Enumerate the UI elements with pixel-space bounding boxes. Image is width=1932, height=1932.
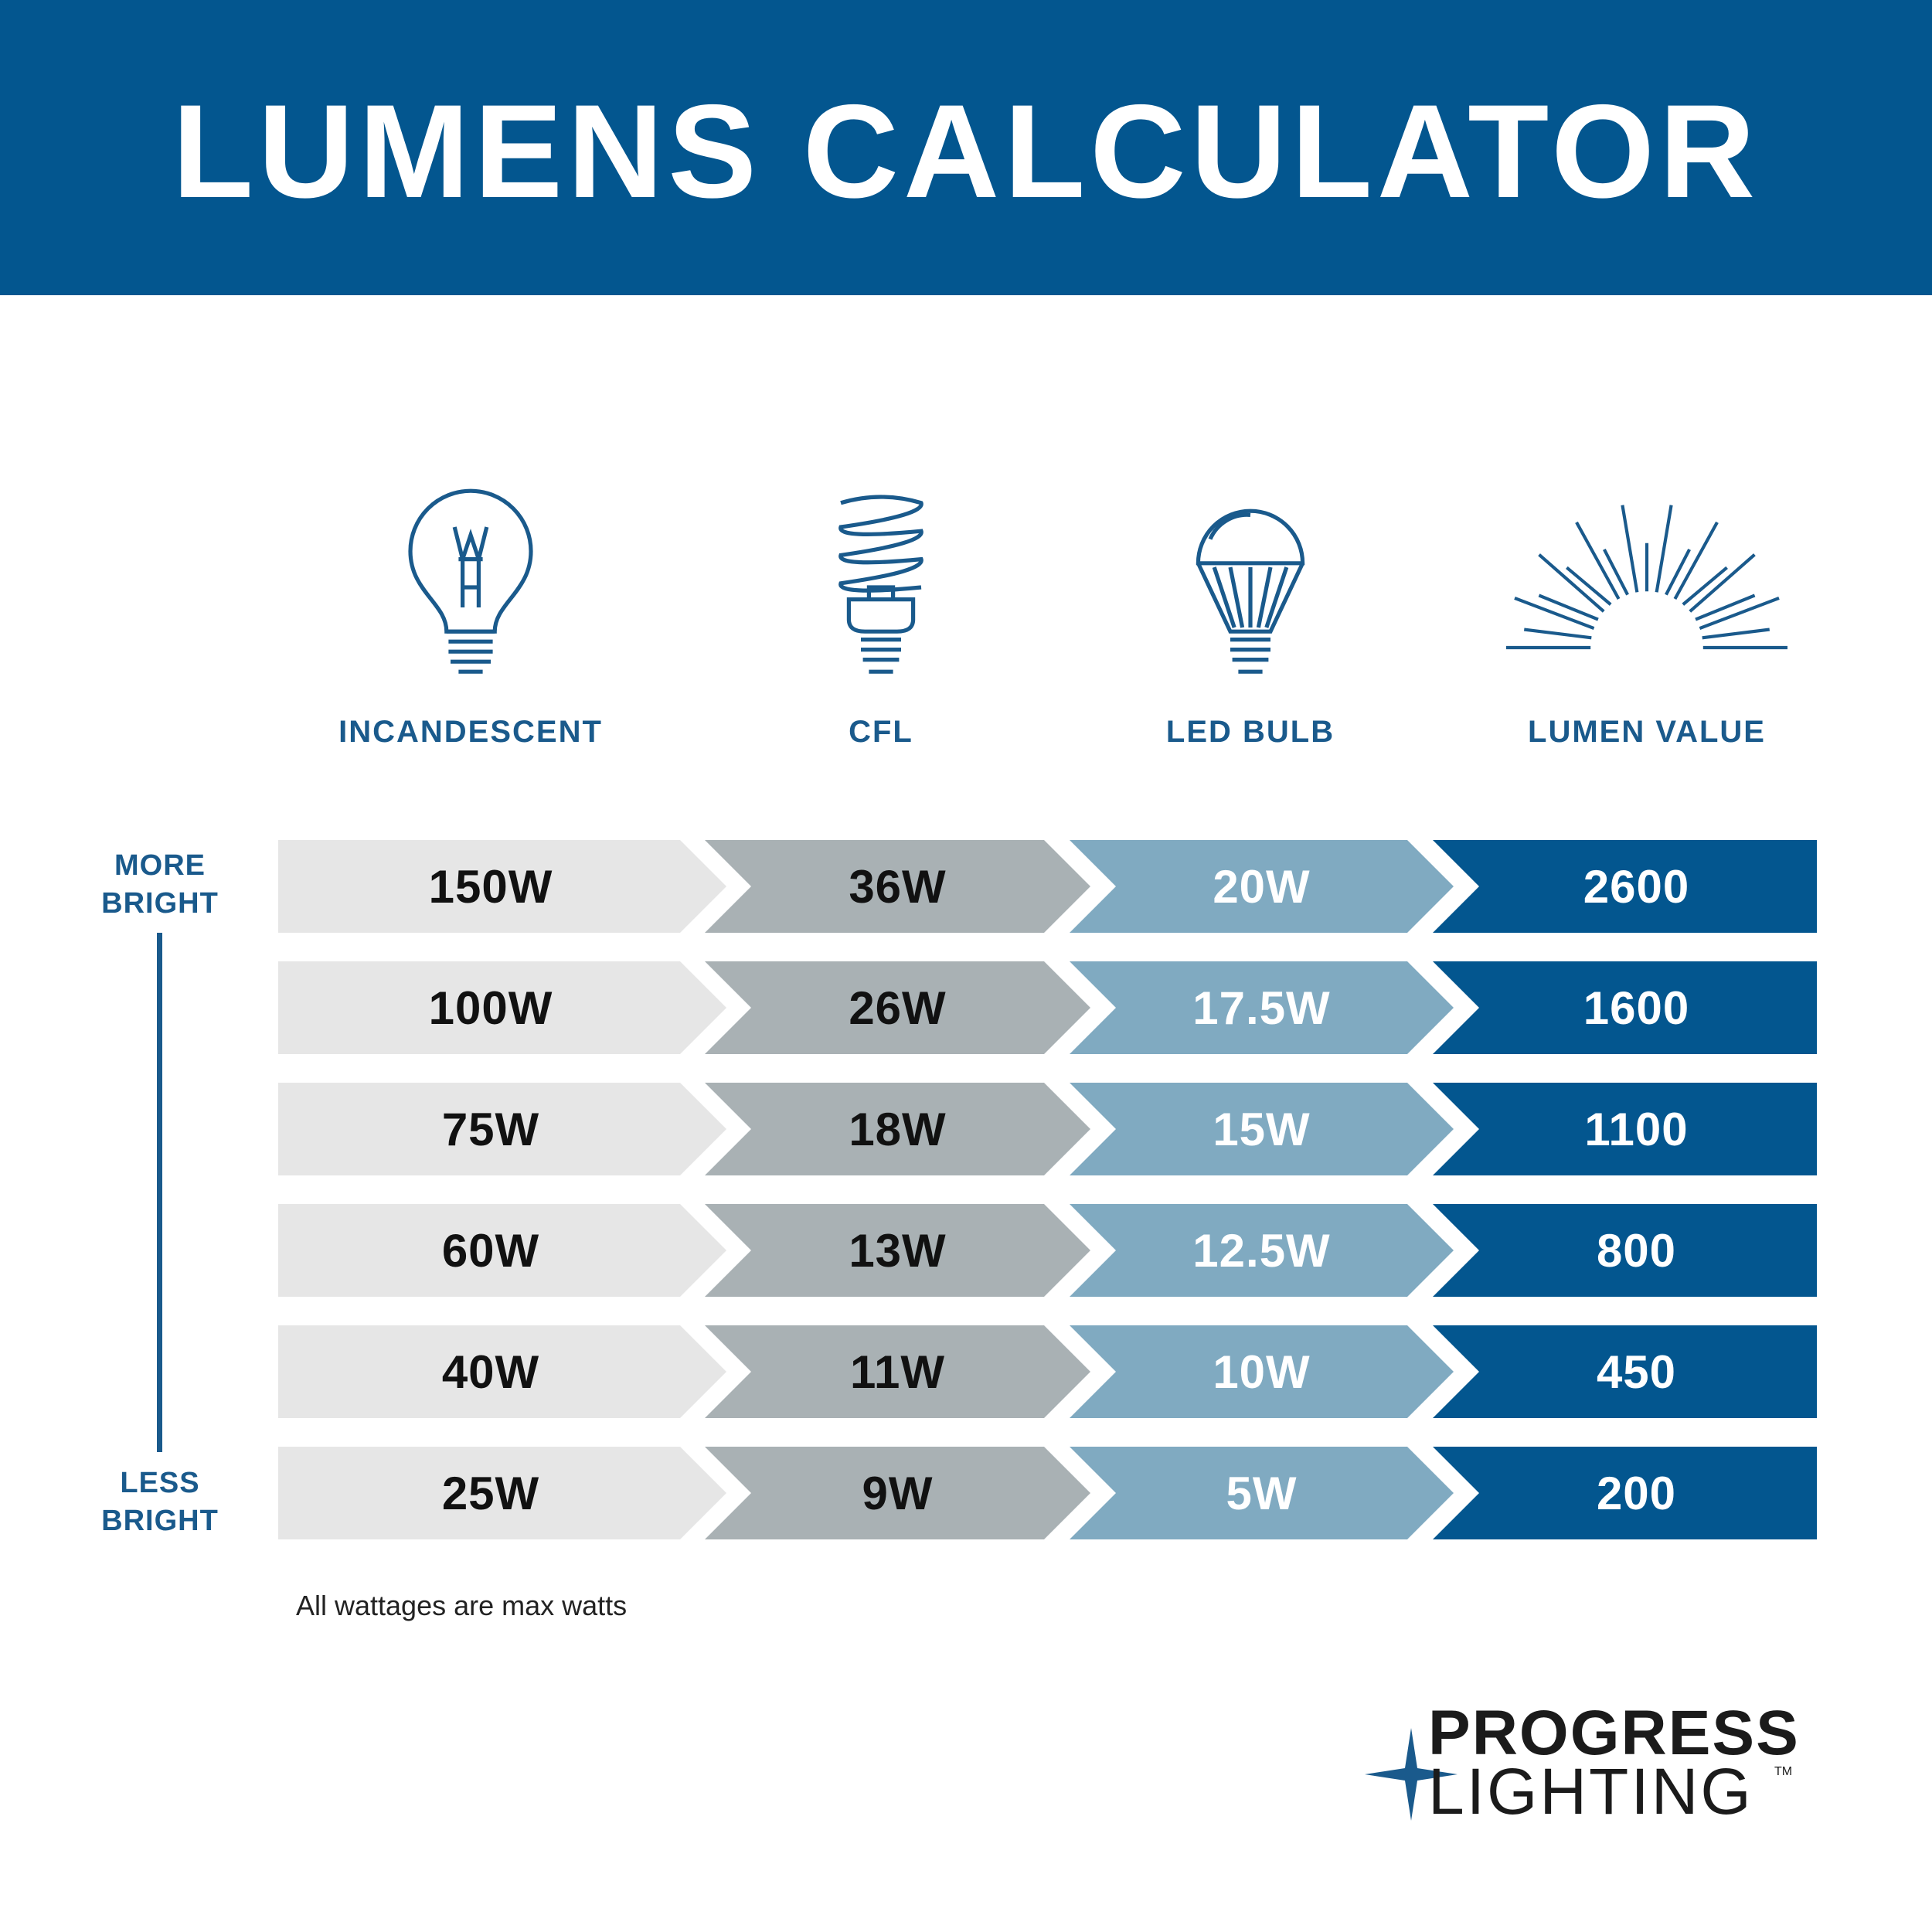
ray xyxy=(1523,628,1592,640)
column-label-incandescent: INCANDESCENT xyxy=(338,715,603,749)
ray xyxy=(1673,521,1719,600)
cell-value: 75W xyxy=(441,1103,540,1155)
cell-led: 20W xyxy=(1070,840,1454,933)
cell-value: 26W xyxy=(849,981,947,1034)
ray xyxy=(1682,566,1728,606)
less-bright-label: LESS BRIGHT xyxy=(83,1464,237,1540)
cell-value: 9W xyxy=(862,1467,934,1519)
cell-led: 5W xyxy=(1070,1447,1454,1539)
cell-lumens: 800 xyxy=(1433,1204,1817,1297)
ray xyxy=(1514,597,1595,631)
cell-cfl: 26W xyxy=(705,961,1090,1054)
cell-value: 12.5W xyxy=(1192,1224,1331,1277)
cell-value: 150W xyxy=(428,860,553,913)
incandescent-bulb-icon xyxy=(370,487,571,688)
cell-cfl: 13W xyxy=(705,1204,1090,1297)
cell-value: 25W xyxy=(441,1467,540,1519)
cell-lumens: 2600 xyxy=(1433,840,1817,933)
bright-label: BRIGHT xyxy=(101,1505,219,1537)
ray xyxy=(1621,505,1639,593)
cell-led: 10W xyxy=(1070,1325,1454,1418)
ray xyxy=(1655,505,1673,593)
brightness-scale-line xyxy=(157,933,162,1452)
bright-label: BRIGHT xyxy=(101,887,219,920)
logo-trademark: TM xyxy=(1774,1765,1793,1778)
ray xyxy=(1566,566,1612,606)
ray xyxy=(1538,553,1605,613)
cell-value: 200 xyxy=(1596,1467,1677,1519)
progress-lighting-logo: PROGRESS LIGHTING TM xyxy=(1365,1697,1821,1828)
cell-value: 17.5W xyxy=(1192,981,1331,1034)
cell-value: 450 xyxy=(1596,1345,1677,1398)
page-title: LUMENS CALCULATOR xyxy=(172,77,1760,226)
ray xyxy=(1689,553,1756,613)
cell-led: 17.5W xyxy=(1070,961,1454,1054)
less-label: LESS xyxy=(120,1467,200,1499)
cell-incandescent: 150W xyxy=(278,840,726,933)
cell-value: 13W xyxy=(849,1224,947,1277)
cell-incandescent: 40W xyxy=(278,1325,726,1418)
cell-value: 1600 xyxy=(1583,981,1690,1034)
cell-cfl: 36W xyxy=(705,840,1090,933)
cell-value: 11W xyxy=(849,1345,946,1398)
ray xyxy=(1575,521,1621,600)
cell-lumens: 1600 xyxy=(1433,961,1817,1054)
cell-value: 36W xyxy=(849,860,947,913)
cell-incandescent: 100W xyxy=(278,961,726,1054)
logo-line2: LIGHTING xyxy=(1428,1755,1753,1828)
more-label: MORE xyxy=(114,849,206,882)
cell-led: 15W xyxy=(1070,1083,1454,1175)
cell-lumens: 200 xyxy=(1433,1447,1817,1539)
star-icon xyxy=(1365,1728,1458,1821)
cell-cfl: 9W xyxy=(705,1447,1090,1539)
footnote: All wattages are max watts xyxy=(296,1590,628,1621)
ray xyxy=(1603,549,1629,596)
ray xyxy=(1702,628,1770,640)
cell-value: 800 xyxy=(1596,1224,1677,1277)
cell-value: 2600 xyxy=(1583,860,1690,913)
ray xyxy=(1695,594,1756,621)
column-label-cfl: CFL xyxy=(849,715,913,749)
ray xyxy=(1699,597,1780,631)
cell-value: 15W xyxy=(1213,1103,1311,1155)
more-bright-label: MORE BRIGHT xyxy=(83,847,237,923)
cell-cfl: 18W xyxy=(705,1083,1090,1175)
cell-incandescent: 25W xyxy=(278,1447,726,1539)
ray xyxy=(1538,594,1599,621)
column-label-led-bulb: LED BULB xyxy=(1165,715,1335,749)
cell-lumens: 1100 xyxy=(1433,1083,1817,1175)
cell-value: 100W xyxy=(428,981,553,1034)
cell-lumens: 450 xyxy=(1433,1325,1817,1418)
column-label-lumen-value: LUMEN VALUE xyxy=(1528,715,1766,749)
cell-incandescent: 75W xyxy=(278,1083,726,1175)
logo-line1: PROGRESS xyxy=(1428,1698,1800,1768)
cell-value: 5W xyxy=(1226,1467,1298,1519)
cell-cfl: 11W xyxy=(705,1325,1090,1418)
cell-value: 10W xyxy=(1213,1345,1311,1398)
ray xyxy=(1665,549,1691,596)
cell-value: 20W xyxy=(1213,860,1311,913)
cell-value: 40W xyxy=(441,1345,540,1398)
cell-value: 1100 xyxy=(1584,1103,1689,1155)
cell-incandescent: 60W xyxy=(278,1204,726,1297)
cfl-bulb-icon xyxy=(781,487,981,688)
header-banner: LUMENS CALCULATOR xyxy=(0,0,1932,295)
light-rays-icon xyxy=(1500,487,1794,688)
cell-value: 18W xyxy=(849,1103,947,1155)
cell-led: 12.5W xyxy=(1070,1204,1454,1297)
led-bulb-icon xyxy=(1150,487,1351,688)
cell-value: 60W xyxy=(441,1224,540,1277)
